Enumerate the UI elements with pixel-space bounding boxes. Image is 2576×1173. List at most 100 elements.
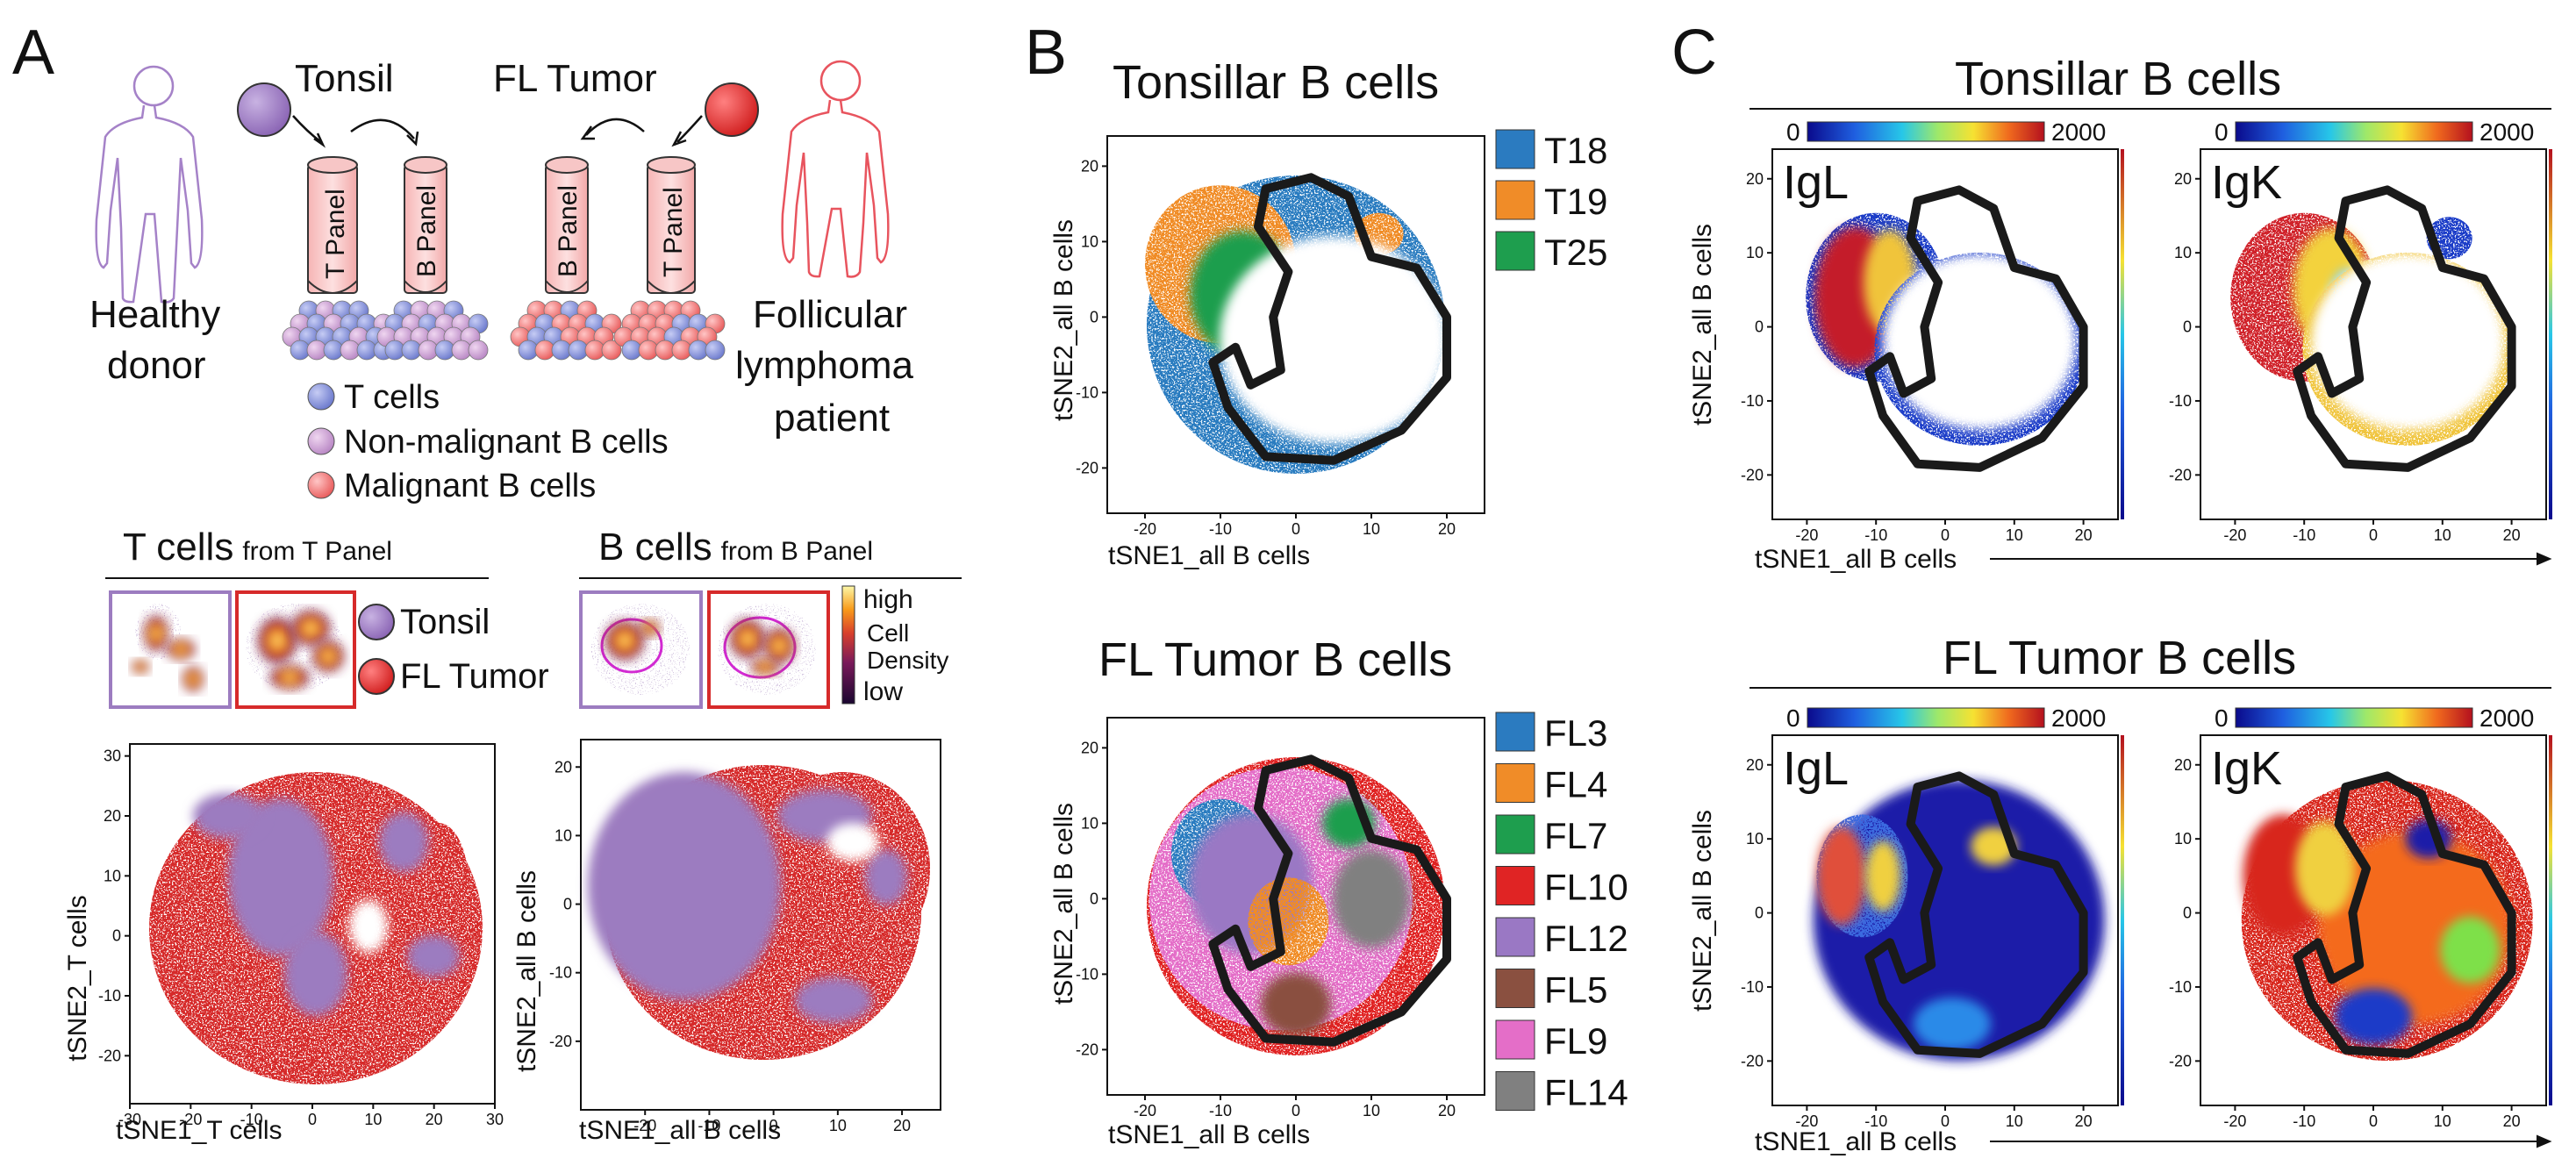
legend-label-fl9: FL9 (1544, 1020, 1607, 1062)
y-tick-label: 30 (104, 747, 121, 765)
cell-density-colorbar (841, 585, 855, 705)
y-tick-label: 0 (112, 927, 121, 945)
density-thumb-t-tonsil (109, 590, 232, 709)
density-low: low (863, 677, 903, 706)
c-tonsil-igk-colorbar (2235, 121, 2473, 142)
y-tick-label: 20 (1081, 739, 1098, 756)
c-fl-igk-marker-label: IgK (2211, 742, 2282, 795)
x-tick-label: -20 (1134, 520, 1156, 538)
y-axis-label: tSNE2_T cells (63, 895, 92, 1062)
c-tonsil-igk-side-scale (2549, 149, 2552, 519)
x-tick-label: 10 (1363, 520, 1380, 538)
tube-label: T Panel (321, 189, 350, 279)
c-tonsil-igk-axes: -20 -10 0 10 20 -20 -10 0 10 20 0 2000 IgK (2169, 118, 2552, 544)
series-tonsil (284, 932, 347, 1016)
x-tick-label: 20 (2075, 526, 2093, 544)
a-bcells-axes: -20 -10 0 10 20 -20 -10 0 10 20 tSNE1_all B cells t… (512, 739, 941, 1145)
y-tick-label: -10 (1741, 978, 1764, 996)
x-tick-label: -10 (1209, 520, 1232, 538)
series-tonsil (193, 793, 263, 839)
cells-mid (1865, 840, 1901, 912)
c-fl-igl-colorbar-max: 2000 (2051, 705, 2106, 732)
y-tick-label: -20 (549, 1033, 572, 1050)
panel-label-a: A (12, 18, 54, 88)
legend-swatch-t25 (1495, 231, 1535, 271)
y-tick-label: -10 (1741, 392, 1764, 410)
b-tonsil-gate (1208, 173, 1451, 465)
t-cells-header-bold: T cells (123, 526, 233, 569)
c-fl-igk-colorbar-max: 2000 (2479, 705, 2534, 732)
c-tonsil-igl-marker-label: IgL (1783, 156, 1849, 209)
x-tick-label: 10 (2006, 1112, 2023, 1130)
density-thumb-b-tonsil (579, 590, 703, 709)
y-tick-label: 20 (1081, 157, 1098, 175)
x-tick-label: 0 (769, 1117, 778, 1134)
x-tick-label: 0 (308, 1111, 317, 1128)
tonsil-sample-icon (237, 82, 291, 137)
y-tick-label: 10 (2174, 244, 2192, 261)
x-tick-label: -10 (698, 1117, 720, 1134)
y-tick-label: 0 (1755, 905, 1764, 922)
cell-cluster (376, 300, 489, 361)
c-tonsil-igk-marker-label: IgK (2211, 156, 2282, 209)
cells-mid (2294, 820, 2355, 916)
c-fl-igl-colorbar-min: 0 (1786, 705, 1800, 732)
y-axis-label: tSNE2_all B cells (1688, 810, 1717, 1012)
series-tonsil (407, 935, 460, 977)
b-cells-header: B cells from B Panel (579, 526, 962, 579)
fl-tumor-title: FL Tumor (493, 57, 657, 100)
c-tonsil-igl-colorbar-min: 0 (1786, 118, 1800, 146)
x-tick-label: 0 (1292, 520, 1300, 538)
legend-swatch-fl3 (1495, 712, 1535, 752)
x-tick-label: -20 (179, 1111, 202, 1128)
b-tonsil-series (1145, 173, 1451, 474)
c-fl-igk-side-scale (2549, 735, 2552, 1105)
density-high: high (863, 585, 913, 614)
malignant-swatch (307, 471, 335, 499)
x-tick-label: 0 (1941, 526, 1950, 544)
x-tick-label: 10 (2006, 526, 2023, 544)
y-tick-label: -20 (1741, 1052, 1764, 1069)
fl-density-swatch (358, 658, 395, 695)
legend-swatch-fl14 (1495, 1071, 1535, 1111)
y-tick-label: -10 (1076, 965, 1098, 983)
y-tick-label: 0 (1755, 318, 1764, 336)
x-tick-label: -20 (2223, 526, 2246, 544)
c-tonsil-igk-data (2230, 185, 2516, 472)
density-thumb-b-fl (707, 590, 830, 709)
y-tick-label: -10 (2169, 392, 2192, 410)
tube-b-panel-tonsil: B Panel (404, 156, 447, 294)
patient-label: patient (774, 397, 890, 440)
c-tonsil-title: Tonsillar B cells (1955, 53, 2281, 105)
c-fl-igl-side-scale (2121, 735, 2124, 1105)
legend-label-t25: T25 (1544, 232, 1607, 273)
b-cells-header-bold: B cells (598, 526, 712, 569)
c-tonsil-igl-colorbar-max: 2000 (2051, 118, 2106, 146)
b-tonsil-title: Tonsillar B cells (1113, 56, 1439, 109)
cell (705, 340, 726, 361)
cell (601, 340, 622, 361)
x-tick-label: 20 (2503, 1112, 2521, 1130)
y-axis-label: tSNE2_all B cells (1688, 224, 1717, 426)
c-tonsil-igl-colorbar (1807, 121, 2045, 142)
follicular-label: Follicular (753, 293, 907, 336)
c-fl-igl-marker-label: IgL (1783, 742, 1849, 795)
cells-low (2335, 988, 2412, 1045)
cell-cluster (510, 300, 622, 361)
legend-label-t18: T18 (1544, 130, 1607, 171)
x-tick-label: 20 (2503, 526, 2521, 544)
c-fl-title: FL Tumor B cells (1943, 632, 2296, 684)
b-fl-title: FL Tumor B cells (1098, 633, 1452, 686)
series-tonsil (379, 812, 428, 872)
legend-label-fl4: FL4 (1544, 764, 1607, 805)
x-axis-label: tSNE1_all B cells (1755, 1127, 1957, 1156)
c-tonsil-igl-data (1806, 185, 2088, 472)
legend-swatch-fl9 (1495, 1019, 1535, 1060)
gap (826, 823, 879, 862)
legend-label-fl5: FL5 (1544, 969, 1607, 1011)
tonsil-density-swatch (358, 604, 395, 640)
x-tick-label: 20 (1438, 520, 1456, 538)
y-tick-label: 0 (563, 896, 572, 913)
x-tick-label: 0 (1941, 1112, 1950, 1130)
series-tonsil (865, 849, 907, 905)
